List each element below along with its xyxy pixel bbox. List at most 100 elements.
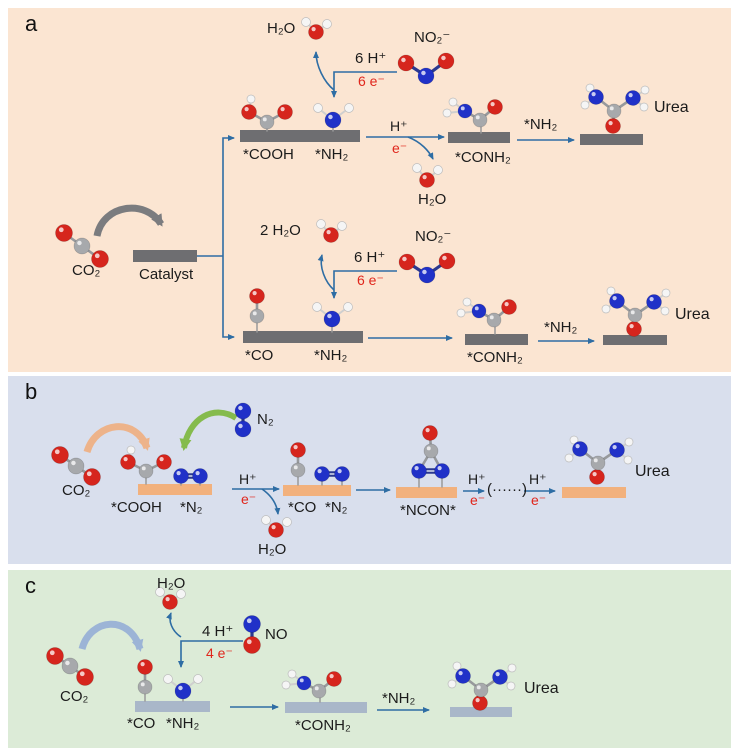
surface-b-cooh-n2: [138, 484, 212, 495]
arrow-c-proton-feed: [178, 640, 243, 668]
label-b-dots: (······): [487, 481, 527, 498]
label-a-conh2: *CONH₂: [455, 149, 511, 166]
label-c-nh2-site: *NH₂: [166, 715, 200, 732]
label-c-co-site: *CO: [127, 715, 156, 732]
cooh-adsorbed-a: [241, 94, 293, 132]
label-b-n2-site: *N₂: [180, 499, 203, 516]
label-c-4e: 4 e⁻: [206, 645, 233, 661]
label-a-6h-top: 6 H⁺: [355, 50, 387, 67]
panel-c-letter: c: [25, 573, 36, 598]
surface-c-conh2: [285, 702, 367, 713]
label-c-co2: CO₂: [60, 688, 89, 705]
label-a-catalyst: Catalyst: [139, 266, 194, 283]
label-a-eminus: e⁻: [392, 140, 408, 156]
label-b-co2: CO₂: [62, 482, 91, 499]
label-a-h2o-top: H₂O: [267, 20, 296, 37]
no2-molecule-a-top: [397, 52, 455, 85]
label-c-conh2: *CONH₂: [295, 717, 351, 734]
label-a-urea-top: Urea: [654, 99, 689, 116]
arrow-a-top-proton-feed: [331, 71, 397, 98]
label-a-2h2o: 2 H₂O: [260, 222, 301, 239]
label-a-nh2-transfer-bot: *NH₂: [544, 319, 578, 336]
label-a-h2o-mid: H₂O: [418, 191, 447, 208]
label-b-hplus-1: H⁺: [239, 471, 257, 487]
arrow-c-co2-adsorption: [78, 620, 144, 652]
urea-molecule-a-bot: [601, 286, 671, 337]
label-b-eminus-1: e⁻: [241, 491, 257, 507]
surface-b-co-n2: [283, 485, 351, 496]
water-molecule-a-2h2o: [316, 219, 347, 243]
conh2-adsorbed-a-bot: [456, 297, 517, 335]
co2-molecule-c: [46, 647, 94, 686]
label-a-6e-top: 6 e⁻: [358, 73, 385, 89]
catalyst-surfaces: [133, 130, 667, 717]
label-b-hplus-3: H⁺: [529, 471, 547, 487]
panel-a-letter: a: [25, 11, 38, 36]
label-b-ncon: *NCON*: [400, 502, 456, 519]
arrow-a-co2-adsorption: [93, 204, 164, 237]
surface-a-conh2-bot: [465, 334, 528, 345]
label-a-conh2-bot: *CONH₂: [467, 349, 523, 366]
nh2-adsorbed-a: [313, 103, 354, 132]
label-a-6h-bot: 6 H⁺: [354, 249, 386, 266]
label-b-co-site: *CO: [288, 499, 317, 516]
n2-molecule-free-b: [234, 402, 252, 438]
molecules-layer: [46, 17, 671, 711]
urea-molecule-a-top: [580, 83, 650, 134]
label-a-nh2-transfer: *NH₂: [524, 116, 558, 133]
label-b-n2-free: N₂: [257, 411, 274, 428]
no2-molecule-a-bot: [398, 252, 456, 284]
arrow-c-water-release: [166, 612, 182, 638]
label-c-4h: 4 H⁺: [202, 623, 234, 640]
label-a-cooh: *COOH: [243, 146, 294, 163]
co-adsorbed-c: [137, 659, 153, 702]
ncon-adsorbed-b: [411, 425, 450, 488]
urea-molecule-c: [447, 661, 517, 711]
water-molecule-a-mid: [412, 163, 443, 188]
nh2-adsorbed-c: [163, 674, 203, 702]
conh2-adsorbed-c: [281, 669, 342, 703]
label-b-hplus-2: H⁺: [468, 471, 486, 487]
arrow-b-n2-adsorption: [179, 409, 238, 451]
panel-c-no-pathway: [8, 570, 731, 748]
label-a-hplus: H⁺: [390, 118, 408, 134]
no-molecule-c: [243, 615, 261, 654]
label-c-no: NO: [265, 626, 288, 643]
cooh-adsorbed-b: [120, 445, 172, 485]
n2-adsorbed-b-2: [314, 466, 350, 486]
label-b-urea: Urea: [635, 463, 670, 480]
surface-b-ncon: [396, 487, 457, 498]
label-c-h2o: H₂O: [157, 575, 186, 592]
surface-a-catalyst: [133, 250, 197, 262]
surface-b-urea: [562, 487, 626, 498]
surface-a-urea-top: [580, 134, 643, 145]
panel-b-letter: b: [25, 379, 38, 404]
label-a-nh2-site: *NH₂: [315, 146, 349, 163]
label-c-nh2-transfer: *NH₂: [382, 690, 416, 707]
label-a-6e-bot: 6 e⁻: [357, 272, 384, 288]
arrow-a-mid-water-release: [407, 136, 434, 160]
reaction-arrows: [166, 51, 595, 713]
arrow-b-co2-adsorption: [83, 423, 151, 454]
surface-a-urea-bot: [603, 335, 667, 345]
arrow-a-bot-water-release: [317, 254, 335, 291]
connector-a-branch-bottom: [222, 256, 235, 340]
label-b-n2-site-2: *N₂: [325, 499, 348, 516]
water-molecule-a-top: [301, 17, 332, 40]
label-a-urea-bot: Urea: [675, 306, 710, 323]
surface-a-cooh-nh2: [240, 130, 360, 142]
conh2-adsorbed-a: [442, 97, 503, 134]
water-molecule-c: [155, 587, 186, 610]
surface-c-co-nh2: [135, 701, 210, 712]
connector-a-branch-top: [222, 135, 235, 256]
panel-b-n2-pathway: [8, 376, 731, 564]
label-a-nh2-site-bot: *NH₂: [314, 347, 348, 364]
co-adsorbed-a: [249, 288, 265, 333]
urea-molecule-b: [564, 435, 634, 485]
label-b-eminus-3: e⁻: [531, 492, 547, 508]
surface-c-urea: [450, 707, 512, 717]
surface-a-conh2: [448, 132, 510, 143]
co2-molecule-b: [51, 446, 101, 486]
